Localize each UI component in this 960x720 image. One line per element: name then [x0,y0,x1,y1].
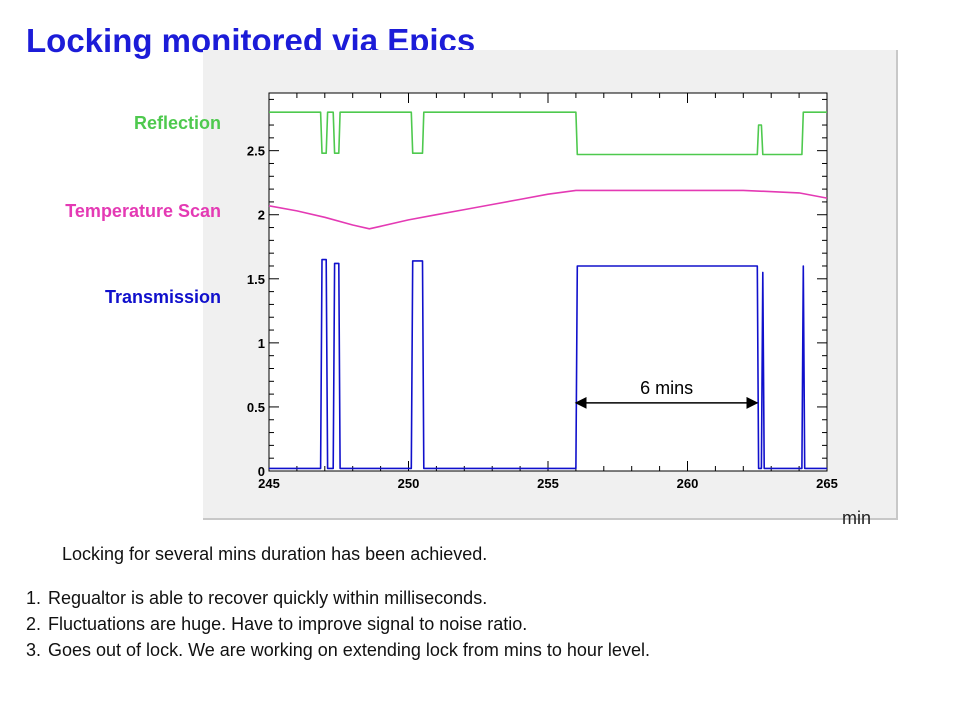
note-item: Goes out of lock. We are working on exte… [46,637,650,663]
series-line-transmission [269,258,827,470]
y-tick-label: 1 [258,336,265,351]
series-lines [268,111,828,470]
series-label-transmission: Transmission [104,287,221,307]
note-item: Fluctuations are huge. Have to improve s… [46,611,650,637]
series-line-reflection [269,111,827,156]
x-tick-label: 255 [537,476,559,491]
y-tick-label: 0.5 [247,400,265,415]
y-tick-label: 2.5 [247,144,265,159]
series-label-reflection: Reflection [133,113,221,133]
y-tick-label: 0 [258,464,265,479]
summary-text: Locking for several mins duration has be… [62,544,488,564]
x-tick-label: 260 [677,476,699,491]
notes-list: Regualtor is able to recover quickly wit… [26,585,650,663]
axis-ticks: 0 0.5 1 1.5 2 2.5 245 250 255 260 265 [247,93,838,491]
x-tick-label: 245 [258,476,280,491]
x-tick-label: 265 [816,476,838,491]
series-line-temperature-scan [268,189,828,230]
series-label-temperature-scan: Temperature Scan [65,201,221,221]
duration-label: 6 mins [640,378,693,398]
x-tick-label: 250 [398,476,420,491]
plot-frame [268,92,828,472]
annotations: 6 mins [574,378,759,409]
y-tick-label: 1.5 [247,272,265,287]
x-axis-unit: min [842,508,872,528]
note-item: Regualtor is able to recover quickly wit… [46,585,650,611]
y-tick-label: 2 [258,208,265,223]
